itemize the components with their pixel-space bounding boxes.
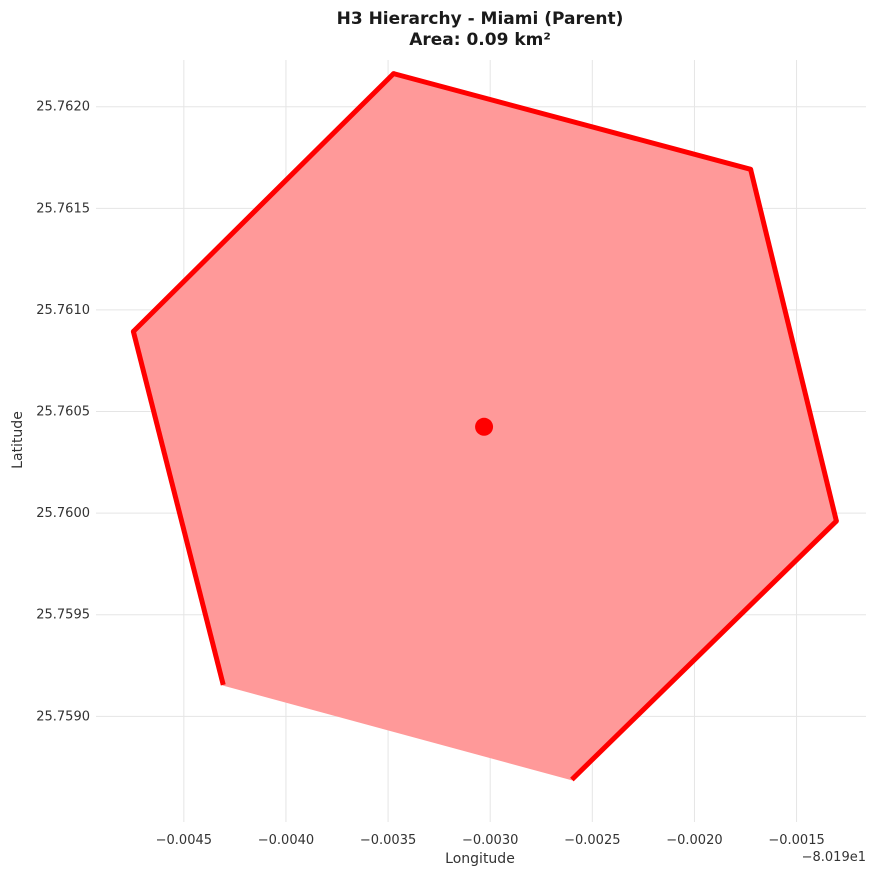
y-tick-label: 25.7595 bbox=[36, 608, 90, 623]
hexagon-vertex bbox=[748, 166, 754, 172]
hexagon-vertex bbox=[391, 71, 397, 77]
y-tick-label: 25.7590 bbox=[36, 709, 90, 724]
chart-title: H3 Hierarchy - Miami (Parent) bbox=[337, 9, 624, 29]
x-tick-label: −0.0015 bbox=[768, 833, 824, 848]
hexagon-vertex bbox=[130, 328, 136, 334]
x-tick-label: −0.0045 bbox=[156, 833, 212, 848]
x-tick-label: −0.0025 bbox=[564, 833, 620, 848]
center-point bbox=[475, 417, 494, 436]
hexagon-edge bbox=[130, 330, 226, 686]
x-axis-label: Longitude bbox=[445, 851, 515, 867]
point-layer bbox=[475, 417, 494, 436]
y-tick-label: 25.7610 bbox=[36, 303, 90, 318]
y-tick-label: 25.7605 bbox=[36, 405, 90, 420]
y-tick-label: 25.7600 bbox=[36, 506, 90, 521]
hexagon-edge bbox=[748, 168, 839, 522]
chart-subtitle: Area: 0.09 km² bbox=[409, 30, 551, 50]
y-tick-label: 25.7620 bbox=[36, 100, 90, 115]
y-axis-label: Latitude bbox=[10, 411, 26, 469]
x-tick-label: −0.0040 bbox=[258, 833, 314, 848]
x-tick-label: −0.0035 bbox=[360, 833, 416, 848]
x-tick-label: −0.0030 bbox=[462, 833, 518, 848]
hexagon-vertex bbox=[833, 518, 839, 524]
tick-labels: −0.0045 −0.0040 −0.0035 −0.0030 −0.0025 −0.00… bbox=[36, 100, 825, 848]
x-tick-label: −0.0020 bbox=[666, 833, 722, 848]
x-axis-offset-label: −8.019e1 bbox=[802, 850, 866, 865]
hexagon-edge bbox=[392, 71, 752, 172]
hexagon-edge bbox=[570, 519, 839, 782]
hexagon-edge bbox=[131, 71, 396, 334]
y-tick-label: 25.7615 bbox=[36, 201, 90, 216]
